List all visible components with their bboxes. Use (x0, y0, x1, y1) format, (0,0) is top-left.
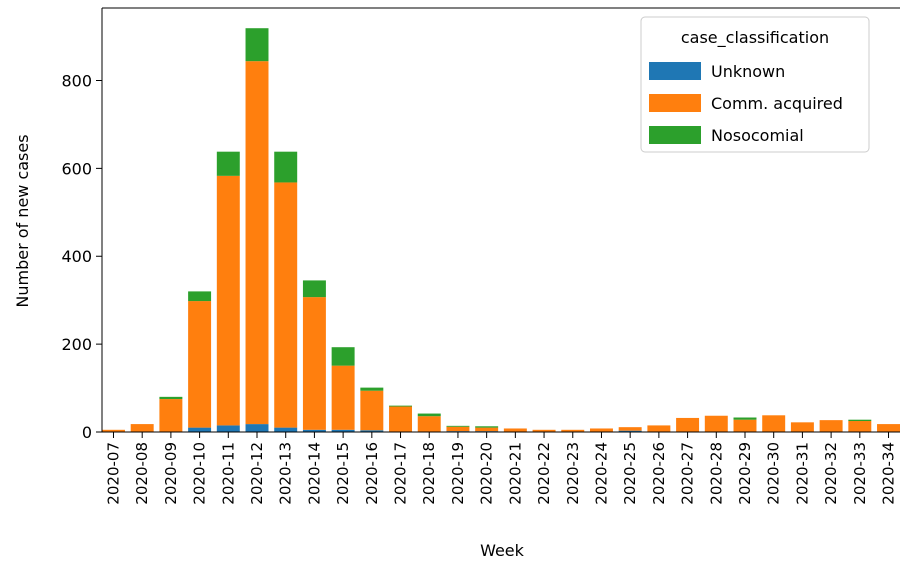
x-tick-label: 2020-09 (162, 442, 180, 505)
bar-nosocomial-2020-09 (159, 396, 183, 400)
legend-swatch-nosocomial (649, 126, 701, 144)
x-tick-label: 2020-16 (363, 442, 381, 505)
bar-comm-acquired-2020-24 (589, 428, 613, 432)
x-tick-label: 2020-12 (248, 442, 266, 505)
y-tick-label: 600 (61, 159, 92, 178)
bar-comm-acquired-2020-27 (676, 417, 700, 432)
bar-comm-acquired-2020-30 (762, 415, 786, 432)
bar-comm-acquired-2020-23 (561, 429, 585, 432)
bar-comm-acquired-2020-20 (475, 427, 499, 432)
x-tick-label: 2020-28 (707, 442, 725, 505)
legend-swatch-comm-acquired (649, 94, 701, 112)
bar-nosocomial-2020-12 (245, 28, 269, 62)
bar-comm-acquired-2020-11 (216, 175, 240, 426)
legend-label-comm-acquired: Comm. acquired (711, 94, 843, 113)
y-tick-label: 200 (61, 335, 92, 354)
bar-nosocomial-2020-18 (417, 413, 441, 417)
bar-comm-acquired-2020-33 (848, 421, 872, 432)
x-tick-label: 2020-19 (449, 442, 467, 505)
x-tick-label: 2020-23 (564, 442, 582, 505)
bar-comm-acquired-2020-07 (102, 429, 125, 432)
bar-comm-acquired-2020-14 (302, 297, 326, 430)
x-tick-label: 2020-33 (851, 442, 869, 505)
legend: case_classification Unknown Comm. acquired… (640, 16, 870, 153)
y-tick-label: 800 (61, 71, 92, 90)
bar-nosocomial-2020-20 (475, 426, 499, 428)
bar-unknown-2020-14 (302, 429, 326, 432)
x-tick-label: 2020-30 (765, 442, 783, 505)
x-tick-label: 2020-34 (880, 442, 898, 505)
bar-comm-acquired-2020-32 (819, 420, 843, 432)
bar-nosocomial-2020-15 (331, 347, 355, 366)
x-tick-label: 2020-15 (334, 442, 352, 505)
bar-unknown-2020-15 (331, 429, 355, 432)
bar-comm-acquired-2020-18 (417, 416, 441, 432)
legend-title: case_classification (681, 28, 829, 48)
x-tick-label: 2020-29 (736, 442, 754, 505)
x-tick-label: 2020-21 (506, 442, 524, 505)
legend-box (640, 16, 870, 153)
bar-unknown-2020-25 (618, 430, 642, 432)
bar-comm-acquired-2020-31 (790, 422, 814, 432)
bar-nosocomial-2020-33 (848, 419, 872, 422)
x-tick-label: 2020-24 (592, 442, 610, 505)
bar-unknown-2020-11 (216, 425, 240, 432)
bar-comm-acquired-2020-16 (360, 390, 384, 431)
bar-nosocomial-2020-19 (446, 425, 470, 427)
legend-label-nosocomial: Nosocomial (711, 126, 804, 145)
x-tick-label: 2020-31 (793, 442, 811, 505)
bar-comm-acquired-2020-19 (446, 426, 470, 432)
bar-nosocomial-2020-16 (360, 387, 384, 391)
bar-comm-acquired-2020-12 (245, 61, 269, 425)
bar-unknown-2020-10 (188, 427, 212, 432)
bar-comm-acquired-2020-09 (159, 399, 183, 432)
x-tick-label: 2020-17 (392, 442, 410, 505)
bar-comm-acquired-2020-29 (733, 419, 757, 432)
y-axis-ticks: 0 200 400 600 800 (61, 71, 102, 442)
x-tick-label: 2020-18 (420, 442, 438, 505)
bar-comm-acquired-2020-21 (503, 428, 527, 432)
bar-comm-acquired-2020-13 (274, 182, 298, 428)
bar-comm-acquired-2020-28 (704, 415, 728, 432)
bar-comm-acquired-2020-08 (130, 424, 154, 432)
bar-unknown-2020-13 (274, 427, 298, 432)
x-tick-label: 2020-22 (535, 442, 553, 505)
x-tick-label: 2020-08 (133, 442, 151, 505)
bar-nosocomial-2020-17 (389, 405, 413, 407)
bar-unknown-2020-12 (245, 424, 269, 432)
y-tick-label: 0 (82, 423, 92, 442)
x-tick-label: 2020-10 (191, 442, 209, 505)
bar-nosocomial-2020-10 (188, 291, 212, 302)
bar-comm-acquired-2020-15 (331, 365, 355, 430)
bar-nosocomial-2020-14 (302, 280, 326, 298)
bar-unknown-2020-16 (360, 430, 384, 432)
x-tick-label: 2020-32 (822, 442, 840, 505)
x-tick-label: 2020-11 (219, 442, 237, 505)
x-tick-label: 2020-20 (478, 442, 496, 505)
bar-nosocomial-2020-11 (216, 151, 240, 176)
bar-nosocomial-2020-29 (733, 417, 757, 420)
y-tick-label: 400 (61, 247, 92, 266)
legend-swatch-unknown (649, 62, 701, 80)
bar-comm-acquired-2020-34 (877, 424, 900, 432)
x-tick-label: 2020-07 (104, 442, 122, 505)
x-tick-label: 2020-27 (679, 442, 697, 505)
y-axis-label: Number of new cases (13, 134, 32, 307)
bar-comm-acquired-2020-26 (647, 425, 671, 432)
bar-comm-acquired-2020-22 (532, 429, 556, 432)
x-tick-label: 2020-13 (277, 442, 295, 505)
plot-area (101, 7, 900, 433)
x-axis-ticks: 2020-07 2020-08 2020-09 2020-10 2020-11 2020-… (104, 432, 898, 505)
bar-comm-acquired-2020-10 (188, 301, 212, 428)
x-tick-label: 2020-14 (305, 442, 323, 505)
x-axis-label: Week (480, 541, 525, 560)
bar-comm-acquired-2020-25 (618, 427, 642, 431)
bar-nosocomial-2020-13 (274, 151, 298, 183)
bar-comm-acquired-2020-17 (389, 406, 413, 432)
x-tick-label: 2020-25 (621, 442, 639, 505)
legend-label-unknown: Unknown (711, 62, 785, 81)
x-tick-label: 2020-26 (650, 442, 668, 505)
